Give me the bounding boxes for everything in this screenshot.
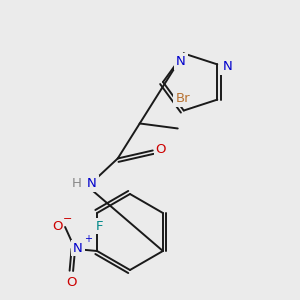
- Text: F: F: [95, 220, 103, 232]
- Text: N: N: [73, 242, 83, 254]
- Text: H: H: [72, 177, 82, 190]
- Text: N: N: [87, 177, 97, 190]
- Text: O: O: [155, 143, 166, 156]
- Text: N: N: [222, 60, 232, 73]
- Text: N: N: [176, 55, 186, 68]
- Text: +: +: [84, 234, 92, 244]
- Text: −: −: [62, 214, 72, 224]
- Text: Br: Br: [176, 92, 190, 105]
- Text: O: O: [66, 277, 76, 290]
- Text: O: O: [52, 220, 62, 232]
